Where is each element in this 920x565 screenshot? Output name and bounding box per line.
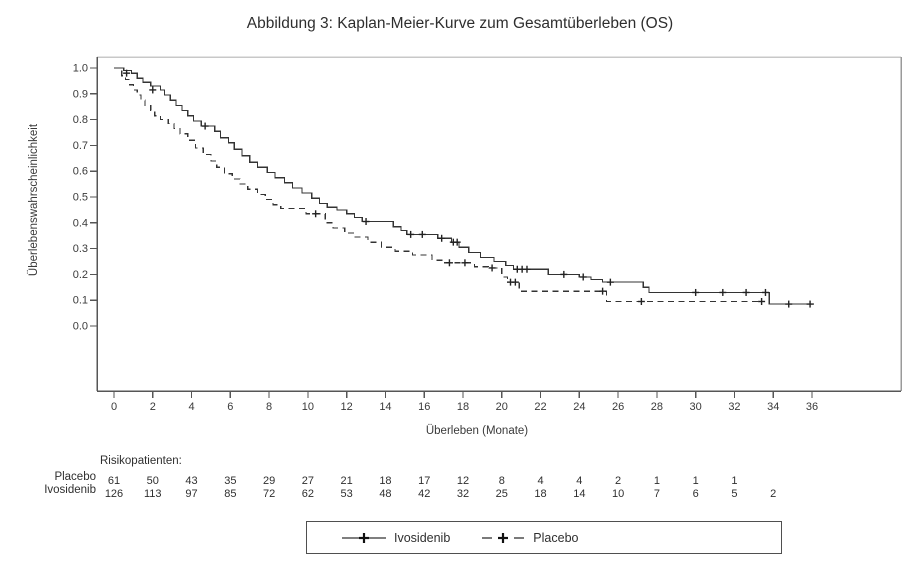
legend-item-placebo: Placebo bbox=[480, 531, 578, 545]
risk-count: 7 bbox=[654, 488, 660, 500]
y-tick-label: 0.2 bbox=[73, 269, 88, 281]
risk-count: 12 bbox=[457, 475, 469, 487]
legend-line-dashed-icon bbox=[482, 532, 525, 543]
risk-count: 29 bbox=[263, 475, 275, 487]
y-tick-label: 0.4 bbox=[73, 217, 88, 229]
x-tick-label: 18 bbox=[457, 401, 469, 413]
y-tick-label: 0.3 bbox=[73, 243, 88, 255]
y-tick-label: 0.0 bbox=[73, 321, 88, 333]
legend-box: Ivosidenib Placebo bbox=[306, 521, 782, 554]
x-tick-label: 28 bbox=[651, 401, 663, 413]
y-tick-label: 0.6 bbox=[73, 166, 88, 178]
risk-count: 4 bbox=[537, 475, 543, 487]
x-tick-label: 12 bbox=[341, 401, 353, 413]
risk-count: 10 bbox=[612, 488, 624, 500]
risk-count: 21 bbox=[341, 475, 353, 487]
x-tick-label: 10 bbox=[302, 401, 314, 413]
risk-count: 27 bbox=[302, 475, 314, 487]
risk-count: 97 bbox=[185, 488, 197, 500]
chart-title: Abbildung 3: Kaplan-Meier-Kurve zum Gesa… bbox=[246, 15, 674, 32]
legend-label-ivosidenib: Ivosidenib bbox=[394, 530, 451, 545]
risk-table-title: Risikopatienten: bbox=[100, 455, 182, 467]
risk-count: 17 bbox=[418, 475, 430, 487]
risk-count: 18 bbox=[379, 475, 391, 487]
risk-count: 85 bbox=[224, 488, 236, 500]
y-tick-label: 0.1 bbox=[73, 295, 88, 307]
risk-count: 43 bbox=[185, 475, 197, 487]
x-tick-label: 4 bbox=[188, 401, 194, 413]
risk-row-label-placebo: Placebo bbox=[54, 471, 96, 483]
risk-count: 1 bbox=[693, 475, 699, 487]
risk-count: 48 bbox=[379, 488, 391, 500]
risk-count: 113 bbox=[144, 488, 162, 500]
x-tick-label: 30 bbox=[690, 401, 702, 413]
y-tick-label: 0.5 bbox=[73, 192, 88, 204]
x-tick-label: 16 bbox=[418, 401, 430, 413]
y-tick-label: 1.0 bbox=[73, 63, 88, 75]
x-tick-label: 20 bbox=[496, 401, 508, 413]
x-tick-label: 2 bbox=[150, 401, 156, 413]
risk-count: 42 bbox=[418, 488, 430, 500]
risk-count: 32 bbox=[457, 488, 469, 500]
risk-count: 14 bbox=[573, 488, 585, 500]
legend-item-ivosidenib: Ivosidenib bbox=[341, 531, 450, 545]
risk-count: 50 bbox=[147, 475, 159, 487]
y-tick-label: 0.7 bbox=[73, 140, 88, 152]
x-tick-label: 8 bbox=[266, 401, 272, 413]
risk-count: 1 bbox=[654, 475, 660, 487]
x-tick-label: 36 bbox=[806, 401, 818, 413]
risk-count: 72 bbox=[263, 488, 275, 500]
x-tick-label: 6 bbox=[227, 401, 233, 413]
x-tick-label: 26 bbox=[612, 401, 624, 413]
risk-count: 126 bbox=[105, 488, 123, 500]
x-axis-label: Überleben (Monate) bbox=[425, 425, 529, 437]
x-tick-label: 34 bbox=[767, 401, 779, 413]
y-axis-label: Überlebenswahrscheinlichkeit bbox=[28, 123, 40, 277]
risk-row-label-ivosidenib: Ivosidenib bbox=[44, 484, 96, 496]
risk-count: 53 bbox=[341, 488, 353, 500]
risk-count: 2 bbox=[770, 488, 776, 500]
x-tick-label: 22 bbox=[534, 401, 546, 413]
x-tick-label: 24 bbox=[573, 401, 585, 413]
risk-count: 61 bbox=[108, 475, 120, 487]
y-tick-label: 0.9 bbox=[73, 88, 88, 100]
x-tick-label: 0 bbox=[111, 401, 117, 413]
x-tick-label: 14 bbox=[379, 401, 391, 413]
risk-count: 62 bbox=[302, 488, 314, 500]
y-tick-label: 0.8 bbox=[73, 114, 88, 126]
legend-label-placebo: Placebo bbox=[533, 530, 579, 545]
risk-count: 1 bbox=[731, 475, 737, 487]
risk-count: 5 bbox=[731, 488, 737, 500]
placebo-curve bbox=[114, 67, 762, 303]
risk-count: 35 bbox=[224, 475, 236, 487]
legend-line-solid-icon bbox=[342, 532, 386, 543]
risk-count: 25 bbox=[496, 488, 508, 500]
risk-count: 2 bbox=[615, 475, 621, 487]
risk-count: 18 bbox=[534, 488, 546, 500]
x-tick-label: 32 bbox=[728, 401, 740, 413]
risk-count: 4 bbox=[576, 475, 582, 487]
risk-count: 6 bbox=[693, 488, 699, 500]
risk-count: 8 bbox=[499, 475, 505, 487]
ivosidenib-curve bbox=[114, 67, 814, 305]
